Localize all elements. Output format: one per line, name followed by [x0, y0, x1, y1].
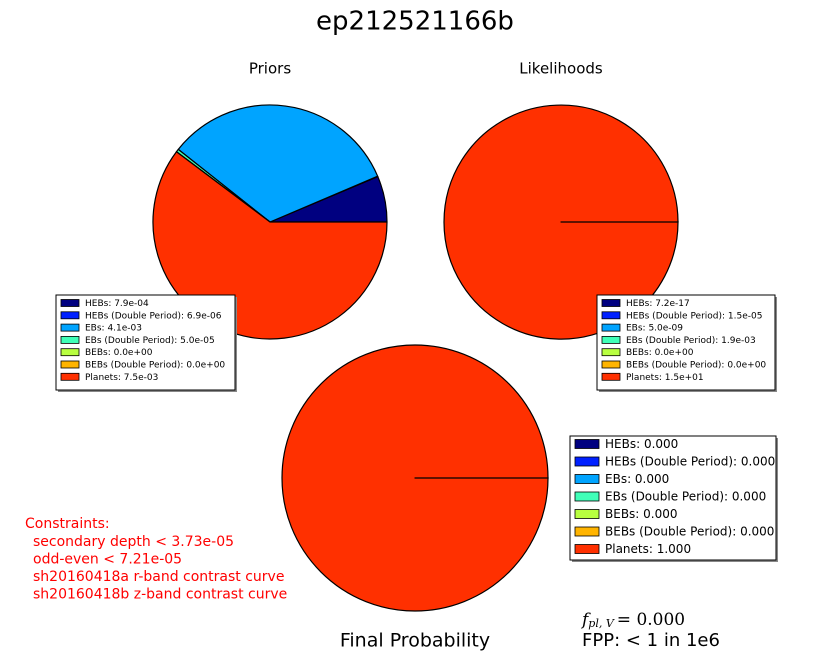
pie-title: Likelihoods [519, 60, 603, 78]
legend: HEBs: 7.9e-04 HEBs (Double Period): 6.9e-… [55, 294, 237, 392]
legend-label: BEBs (Double Period): 0.000 [605, 525, 774, 539]
constraint-line: sh20160418b z-band contrast curve [33, 587, 287, 603]
fpl-label: fpl, V = 0.000 [580, 610, 685, 631]
legend-swatch [574, 439, 600, 449]
constraint-line: secondary depth < 3.73e-05 [33, 534, 234, 550]
legend-swatch [601, 348, 621, 357]
legend-label: BEBs (Double Period): 0.0e+00 [626, 361, 766, 371]
legend-label: HEBs (Double Period): 6.9e-06 [85, 311, 222, 321]
legend-swatch [601, 372, 621, 381]
legend-swatch [601, 311, 621, 320]
legend-swatch [574, 509, 600, 519]
legend: HEBs: 7.2e-17 HEBs (Double Period): 1.5e-… [596, 294, 777, 392]
fpp-label: FPP: < 1 in 1e6 [582, 630, 720, 651]
legend-swatch [601, 299, 621, 307]
fpl-value: = 0.000 [617, 610, 685, 630]
legend-swatch [601, 335, 621, 344]
legend-label: Planets: 1.5e+01 [626, 373, 704, 383]
pie-wedge [281, 344, 549, 612]
pie-wedge [177, 104, 379, 223]
legend-swatch [601, 323, 621, 332]
legend-label: HEBs (Double Period): 0.000 [605, 455, 775, 469]
legend-label: EBs: 0.000 [605, 472, 669, 486]
legend-label: HEBs (Double Period): 1.5e-05 [626, 311, 762, 321]
legend-swatch [574, 491, 600, 502]
legend-label: EBs (Double Period): 5.0e-05 [85, 336, 215, 346]
legend-swatch [574, 526, 600, 537]
legend-swatch [60, 360, 80, 369]
legend-label: BEBs: 0.000 [605, 507, 678, 521]
legend-label: EBs: 4.1e-03 [85, 324, 142, 334]
legend-frame [569, 435, 777, 561]
legend-label: EBs: 5.0e-09 [626, 324, 683, 334]
legend-label: HEBs: 7.2e-17 [626, 299, 690, 309]
fpl-subscript: pl, V [588, 617, 615, 630]
legend-swatch [60, 323, 80, 332]
pie-title: Final Probability [340, 630, 490, 652]
legend-label: EBs (Double Period): 0.000 [605, 490, 766, 504]
legend-swatch [60, 299, 80, 307]
legend-label: HEBs: 0.000 [605, 437, 678, 451]
legend-frame [596, 294, 776, 391]
legend-swatch [60, 348, 80, 357]
legend-label: BEBs: 0.0e+00 [626, 348, 694, 358]
legend-swatch [574, 474, 600, 484]
legend-swatch [601, 360, 621, 369]
legend-label: EBs (Double Period): 1.9e-03 [626, 336, 756, 346]
legend: HEBs: 0.000 HEBs (Double Period): 0.000 EB… [569, 435, 778, 562]
figure-title: ep212521166b [316, 7, 514, 37]
legend-swatch [574, 544, 600, 554]
legend-swatch [60, 311, 80, 320]
legend-label: HEBs: 7.9e-04 [85, 299, 149, 309]
legend-label: BEBs (Double Period): 0.0e+00 [85, 361, 225, 371]
legend-swatch [60, 335, 80, 344]
constraint-line: sh20160418a r-band contrast curve [33, 569, 284, 585]
legend-frame [55, 294, 236, 391]
legend-label: Planets: 7.5e-03 [85, 373, 158, 383]
fpl-symbol: f [580, 610, 591, 630]
legend-label: BEBs: 0.0e+00 [85, 348, 153, 358]
legend-swatch [574, 456, 600, 467]
legend-swatch [60, 372, 80, 381]
legend-label: Planets: 1.000 [605, 542, 691, 556]
pie-title: Priors [249, 60, 291, 78]
constraints-title: Constraints: [25, 516, 110, 532]
constraint-line: odd-even < 7.21e-05 [33, 552, 182, 568]
